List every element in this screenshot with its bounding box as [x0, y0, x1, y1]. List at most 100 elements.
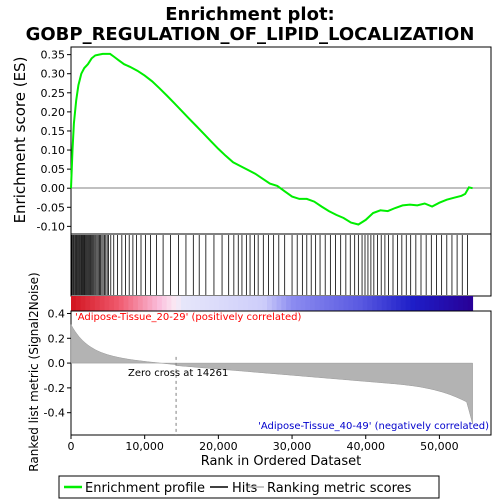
color-bar-segment [290, 296, 297, 311]
rank-color-bar [71, 296, 474, 311]
color-bar-segment [171, 296, 177, 311]
color-bar-segment [166, 296, 172, 311]
color-bar-segment [333, 296, 340, 311]
metric-tick-label: -0.2 [44, 382, 65, 395]
color-bar-segment [348, 296, 354, 311]
color-bar-segment [190, 296, 196, 311]
color-bar-segment [429, 296, 435, 311]
color-bar-segment [391, 296, 397, 311]
color-bar-segment [243, 296, 249, 311]
x-axis-ticks: 0 10,000 20,000 30,000 40,000 50,000 [68, 435, 459, 453]
x-tick-label: 10,000 [125, 440, 164, 453]
metric-y-axis-label: Ranked list metric (Signal2Noise) [27, 272, 41, 471]
color-bar-segment [419, 296, 426, 311]
es-tick-label: -0.10 [37, 220, 65, 233]
es-tick-label: 0.30 [41, 68, 66, 81]
color-bar-segment [123, 296, 129, 311]
color-bar-segment [324, 296, 330, 311]
color-bar-segment [133, 296, 139, 311]
color-bar-segment [204, 296, 211, 311]
color-bar-segment [118, 296, 125, 311]
color-bar-segment [267, 296, 273, 311]
zero-cross-label: Zero cross at 14261 [128, 368, 228, 379]
color-bar-segment [104, 296, 110, 311]
color-bar-segment [99, 296, 105, 311]
color-bar-segment [286, 296, 292, 311]
color-bar-segment [80, 296, 86, 311]
es-panel-frame [70, 46, 492, 235]
color-bar-segment [353, 296, 359, 311]
color-bar-segment [372, 296, 378, 311]
metric-tick-label: 0.4 [48, 307, 66, 320]
color-bar-segment [448, 296, 454, 311]
es-tick-label: 0.05 [41, 163, 66, 176]
color-bar-segment [157, 296, 163, 311]
color-bar-segment [305, 296, 311, 311]
color-bar-segment [439, 296, 445, 311]
color-bar-segment [262, 296, 268, 311]
color-bar-segment [396, 296, 402, 311]
color-bar-segment [147, 296, 153, 311]
color-bar-segment [453, 296, 459, 311]
color-bar-segment [128, 296, 134, 311]
color-bar-segment [405, 296, 411, 311]
negative-correlation-label: 'Adipose-Tissue_40-49' (negatively corre… [258, 421, 489, 432]
es-tick-label: 0.20 [41, 106, 66, 119]
metric-tick-label: 0.0 [48, 357, 66, 370]
hits-ticks [71, 235, 468, 295]
es-tick-label: -0.05 [37, 201, 65, 214]
color-bar-segment [362, 296, 368, 311]
color-bar-segment [314, 296, 321, 311]
color-bar-segment [114, 296, 120, 311]
color-bar-segment [434, 296, 440, 311]
es-y-ticks: -0.10 -0.05 0.00 0.05 0.10 0.15 0.20 0.25 0.30 0.… [37, 49, 71, 233]
color-bar-segment [247, 296, 254, 311]
x-tick-label: 0 [68, 440, 75, 453]
color-bar-segment [142, 296, 148, 311]
enrichment-profile-line [70, 52, 473, 226]
color-bar-segment [400, 296, 407, 311]
color-bar-segment [137, 296, 144, 311]
metric-tick-label: -0.4 [44, 407, 65, 420]
color-bar-segment [386, 296, 392, 311]
positive-correlation-label: 'Adipose-Tissue_20-29' (positively corre… [75, 312, 301, 323]
color-bar-segment [463, 296, 469, 311]
color-bar-segment [161, 296, 168, 311]
color-bar-segment [415, 296, 421, 311]
legend-enrichment-label: Enrichment profile [85, 481, 205, 496]
color-bar-segment [343, 296, 349, 311]
color-bar-segment [367, 296, 373, 311]
color-bar-segment [94, 296, 101, 311]
x-tick-label: 50,000 [420, 440, 459, 453]
es-tick-label: 0.15 [41, 125, 66, 138]
color-bar-segment [443, 296, 450, 311]
color-bar-segment [257, 296, 263, 311]
legend-metric-label: Ranking metric scores [267, 481, 412, 496]
color-bar-segment [152, 296, 158, 311]
chart-title-line1: Enrichment plot: [165, 4, 335, 25]
color-bar-segment [276, 296, 282, 311]
legend-hits-label: Hits [232, 481, 257, 496]
color-bar-segment [458, 296, 464, 311]
color-bar-segment [109, 296, 115, 311]
color-bar-segment [228, 296, 235, 311]
color-bar-segment [238, 296, 244, 311]
color-bar-segment [424, 296, 431, 311]
color-bar-segment [176, 296, 182, 311]
es-y-axis-label: Enrichment score (ES) [11, 57, 29, 224]
color-bar-segment [319, 296, 325, 311]
ranking-metric-area [70, 323, 473, 424]
color-bar-segment [295, 296, 301, 311]
color-bar-segment [180, 296, 187, 311]
color-bar-segment [310, 296, 316, 311]
color-bar-segment [195, 296, 201, 311]
color-bar-segment [281, 296, 287, 311]
x-tick-label: 40,000 [346, 440, 385, 453]
color-bar-segment [376, 296, 383, 311]
metric-y-ticks: -0.4 -0.2 0.0 0.2 0.4 [44, 307, 71, 420]
color-bar-segment [75, 296, 82, 311]
color-bar-segment [90, 296, 96, 311]
color-bar-segment [357, 296, 364, 311]
color-bar-segment [252, 296, 258, 311]
